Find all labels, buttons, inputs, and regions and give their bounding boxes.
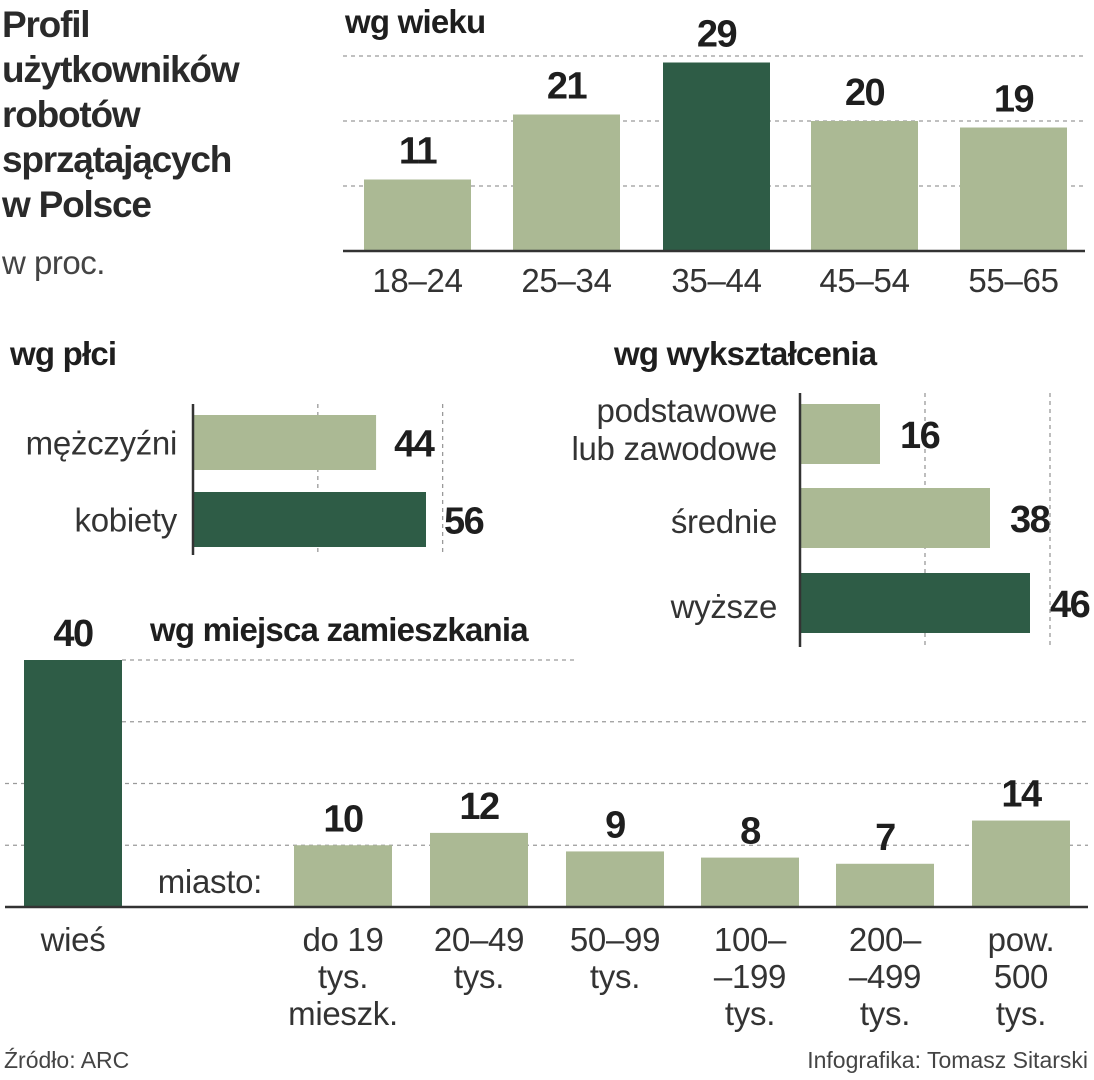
gender-chart-heading: wg płci [9,335,116,372]
gender-category-m-czy-ni: mężczyźni [26,425,177,462]
education-category-rednie: średnie [671,503,777,540]
education-value-podstawowe-lub-zawodowe: 16 [900,415,940,457]
gender-bar-kobiety [193,492,426,547]
chart-title: Profil użytkowników robotów sprzątającyc… [2,4,240,225]
age-category-25-34: 25–34 [521,262,611,299]
residence-value-do-19-tys-mieszk: 10 [323,798,363,840]
age-value-45-54: 20 [845,72,885,114]
education-chart-heading: wg wykształcenia [613,335,878,372]
age-category-35-44: 35–44 [671,262,761,299]
credit-note: Infografika: Tomasz Sitarski [807,1047,1088,1073]
age-value-55-65: 19 [994,79,1034,121]
age-bar-55-65 [960,127,1067,251]
residence-category-pow-500-tys: pow. 500 tys. [988,921,1055,1032]
residence-category-wie: wieś [40,921,106,958]
residence-value-wie: 40 [53,613,93,655]
residence-value-200-499-tys: 7 [875,817,895,859]
residence-group-label: miasto: [158,863,262,900]
gender-value-kobiety: 56 [444,501,484,543]
residence-value-100-199-tys: 8 [740,811,760,853]
residence-bar-wie [24,660,122,907]
residence-category-200-499-tys: 200– –499 tys. [849,921,922,1032]
age-category-18-24: 18–24 [372,262,462,299]
education-category-podstawowe-lub-zawodowe: podstawowe lub zawodowe [571,392,777,467]
residence-bar-100-199-tys [701,857,799,907]
gender-bar-m-czy-ni [193,415,377,470]
education-bar-wy-sze [800,573,1030,633]
age-chart-heading: wg wieku [344,3,485,40]
gender-category-kobiety: kobiety [75,502,178,539]
age-value-18-24: 11 [399,131,438,173]
residence-bar-pow-500-tys [972,820,1070,907]
residence-bar-do-19-tys-mieszk [294,845,392,907]
residence-bar-50-99-tys [566,851,664,907]
residence-category-50-99-tys: 50–99 tys. [570,921,660,995]
education-value-wy-sze: 46 [1050,584,1090,626]
education-category-wy-sze: wyższe [670,588,777,625]
education-bar-podstawowe-lub-zawodowe [800,404,880,464]
residence-category-100-199-tys: 100– –199 tys. [714,921,787,1032]
residence-bar-200-499-tys [836,863,934,907]
age-value-35-44: 29 [697,14,737,56]
age-category-55-65: 55–65 [968,262,1058,299]
education-value-rednie: 38 [1010,499,1050,541]
residence-value-50-99-tys: 9 [605,804,625,846]
residence-category-20-49-tys: 20–49 tys. [434,921,524,995]
age-bar-25-34 [513,114,620,251]
age-category-45-54: 45–54 [819,262,909,299]
source-note: Źródło: ARC [4,1047,130,1073]
age-bar-18-24 [364,179,471,251]
age-bar-35-44 [663,62,770,251]
gender-value-m-czy-ni: 44 [394,424,435,466]
age-value-25-34: 21 [547,66,588,108]
residence-bar-20-49-tys [430,832,528,907]
age-bar-45-54 [811,121,918,251]
unit-label: w proc. [2,244,105,281]
residence-value-20-49-tys: 12 [459,786,499,828]
residence-value-pow-500-tys: 14 [1001,774,1042,816]
residence-category-do-19-tys-mieszk: do 19 tys. mieszk. [288,921,398,1032]
education-bar-rednie [800,488,990,548]
residence-chart-heading: wg miejsca zamieszkania [149,611,529,648]
